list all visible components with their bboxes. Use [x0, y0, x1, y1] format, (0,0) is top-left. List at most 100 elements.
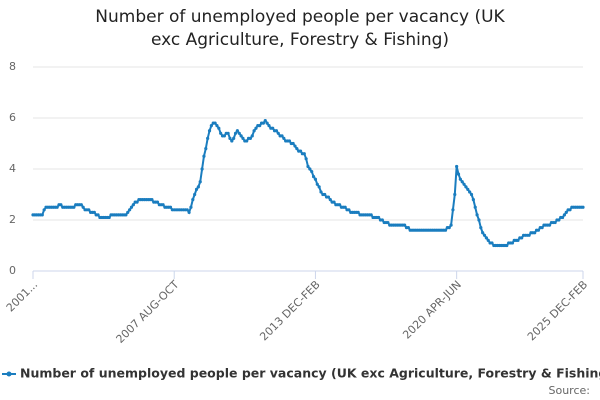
data-point	[96, 213, 100, 217]
data-point	[486, 238, 490, 242]
data-point	[295, 147, 299, 151]
data-point	[458, 177, 462, 181]
data-point	[473, 205, 477, 209]
data-point	[547, 223, 552, 227]
data-point	[533, 231, 537, 235]
data-point	[332, 200, 336, 204]
data-point	[258, 124, 262, 128]
data-point	[369, 213, 373, 217]
data-point	[72, 205, 76, 209]
data-point	[261, 121, 266, 125]
data-point	[343, 205, 347, 209]
data-point	[129, 205, 134, 209]
data-point	[232, 136, 236, 140]
data-point	[185, 208, 189, 212]
data-point	[560, 215, 565, 220]
data-point	[293, 144, 297, 148]
data-point	[319, 190, 323, 194]
data-point	[516, 238, 520, 242]
data-point	[267, 124, 271, 128]
data-point	[449, 223, 453, 227]
data-point	[328, 198, 332, 202]
data-point	[217, 126, 221, 130]
data-point	[131, 203, 135, 207]
data-point	[282, 136, 286, 140]
data-point	[168, 205, 173, 209]
data-point	[306, 164, 310, 169]
x-tick-label: 2001...	[4, 278, 40, 314]
data-point	[202, 154, 206, 158]
data-point	[92, 210, 96, 214]
data-point	[126, 210, 130, 214]
data-point	[271, 126, 275, 130]
data-point	[356, 210, 360, 214]
x-tick-label: 2007 AUG-OCT	[114, 278, 182, 346]
data-point	[477, 218, 481, 222]
data-point	[263, 118, 267, 123]
legend-label: Number of unemployed people per vacancy …	[20, 366, 600, 381]
data-point	[59, 203, 63, 207]
data-point	[298, 149, 303, 153]
data-point	[40, 213, 44, 217]
data-point	[527, 233, 531, 237]
data-point	[475, 213, 479, 217]
data-point	[204, 147, 208, 151]
data-point	[198, 180, 202, 184]
data-point	[317, 185, 321, 189]
data-point	[291, 141, 295, 146]
data-point	[347, 208, 351, 212]
data-point	[187, 210, 191, 214]
data-point	[313, 177, 318, 181]
data-point	[466, 187, 470, 191]
data-point	[200, 167, 204, 171]
data-point	[581, 205, 585, 209]
data-point	[222, 134, 226, 138]
x-tick-label: 2013 DEC-FEB	[257, 278, 322, 343]
data-point	[304, 157, 308, 161]
data-point	[460, 180, 464, 184]
data-point	[308, 167, 312, 171]
data-point	[276, 131, 280, 135]
data-point	[207, 129, 212, 133]
data-point	[403, 223, 407, 227]
data-point	[155, 200, 160, 204]
data-point	[377, 215, 381, 220]
data-point	[462, 182, 466, 186]
data-point	[235, 129, 239, 133]
data-point	[553, 220, 557, 225]
data-point	[386, 220, 390, 225]
data-point	[219, 131, 223, 135]
data-point	[191, 198, 195, 202]
data-point	[310, 169, 314, 174]
data-point	[464, 185, 468, 189]
data-point	[254, 126, 258, 130]
data-point	[520, 236, 524, 240]
data-point	[230, 139, 234, 143]
data-line	[33, 118, 583, 247]
data-point	[540, 226, 544, 230]
data-point	[479, 226, 483, 230]
data-point	[482, 233, 487, 237]
y-tick-label: 0	[9, 264, 16, 277]
data-point	[206, 136, 210, 140]
data-point	[557, 218, 561, 222]
legend-marker	[6, 371, 12, 377]
data-point	[150, 198, 154, 202]
data-point	[79, 203, 83, 207]
data-point	[510, 241, 514, 245]
data-point	[484, 236, 488, 240]
data-point	[287, 139, 292, 143]
data-point	[196, 185, 200, 189]
data-point	[226, 131, 230, 135]
source: Source:	[549, 384, 591, 397]
data-point	[315, 182, 319, 186]
data-point	[469, 192, 474, 197]
data-point	[128, 208, 132, 212]
data-point	[453, 192, 457, 197]
data-point	[239, 134, 243, 138]
data-point	[568, 208, 572, 212]
data-point	[451, 208, 455, 212]
y-tick-label: 8	[9, 60, 16, 73]
